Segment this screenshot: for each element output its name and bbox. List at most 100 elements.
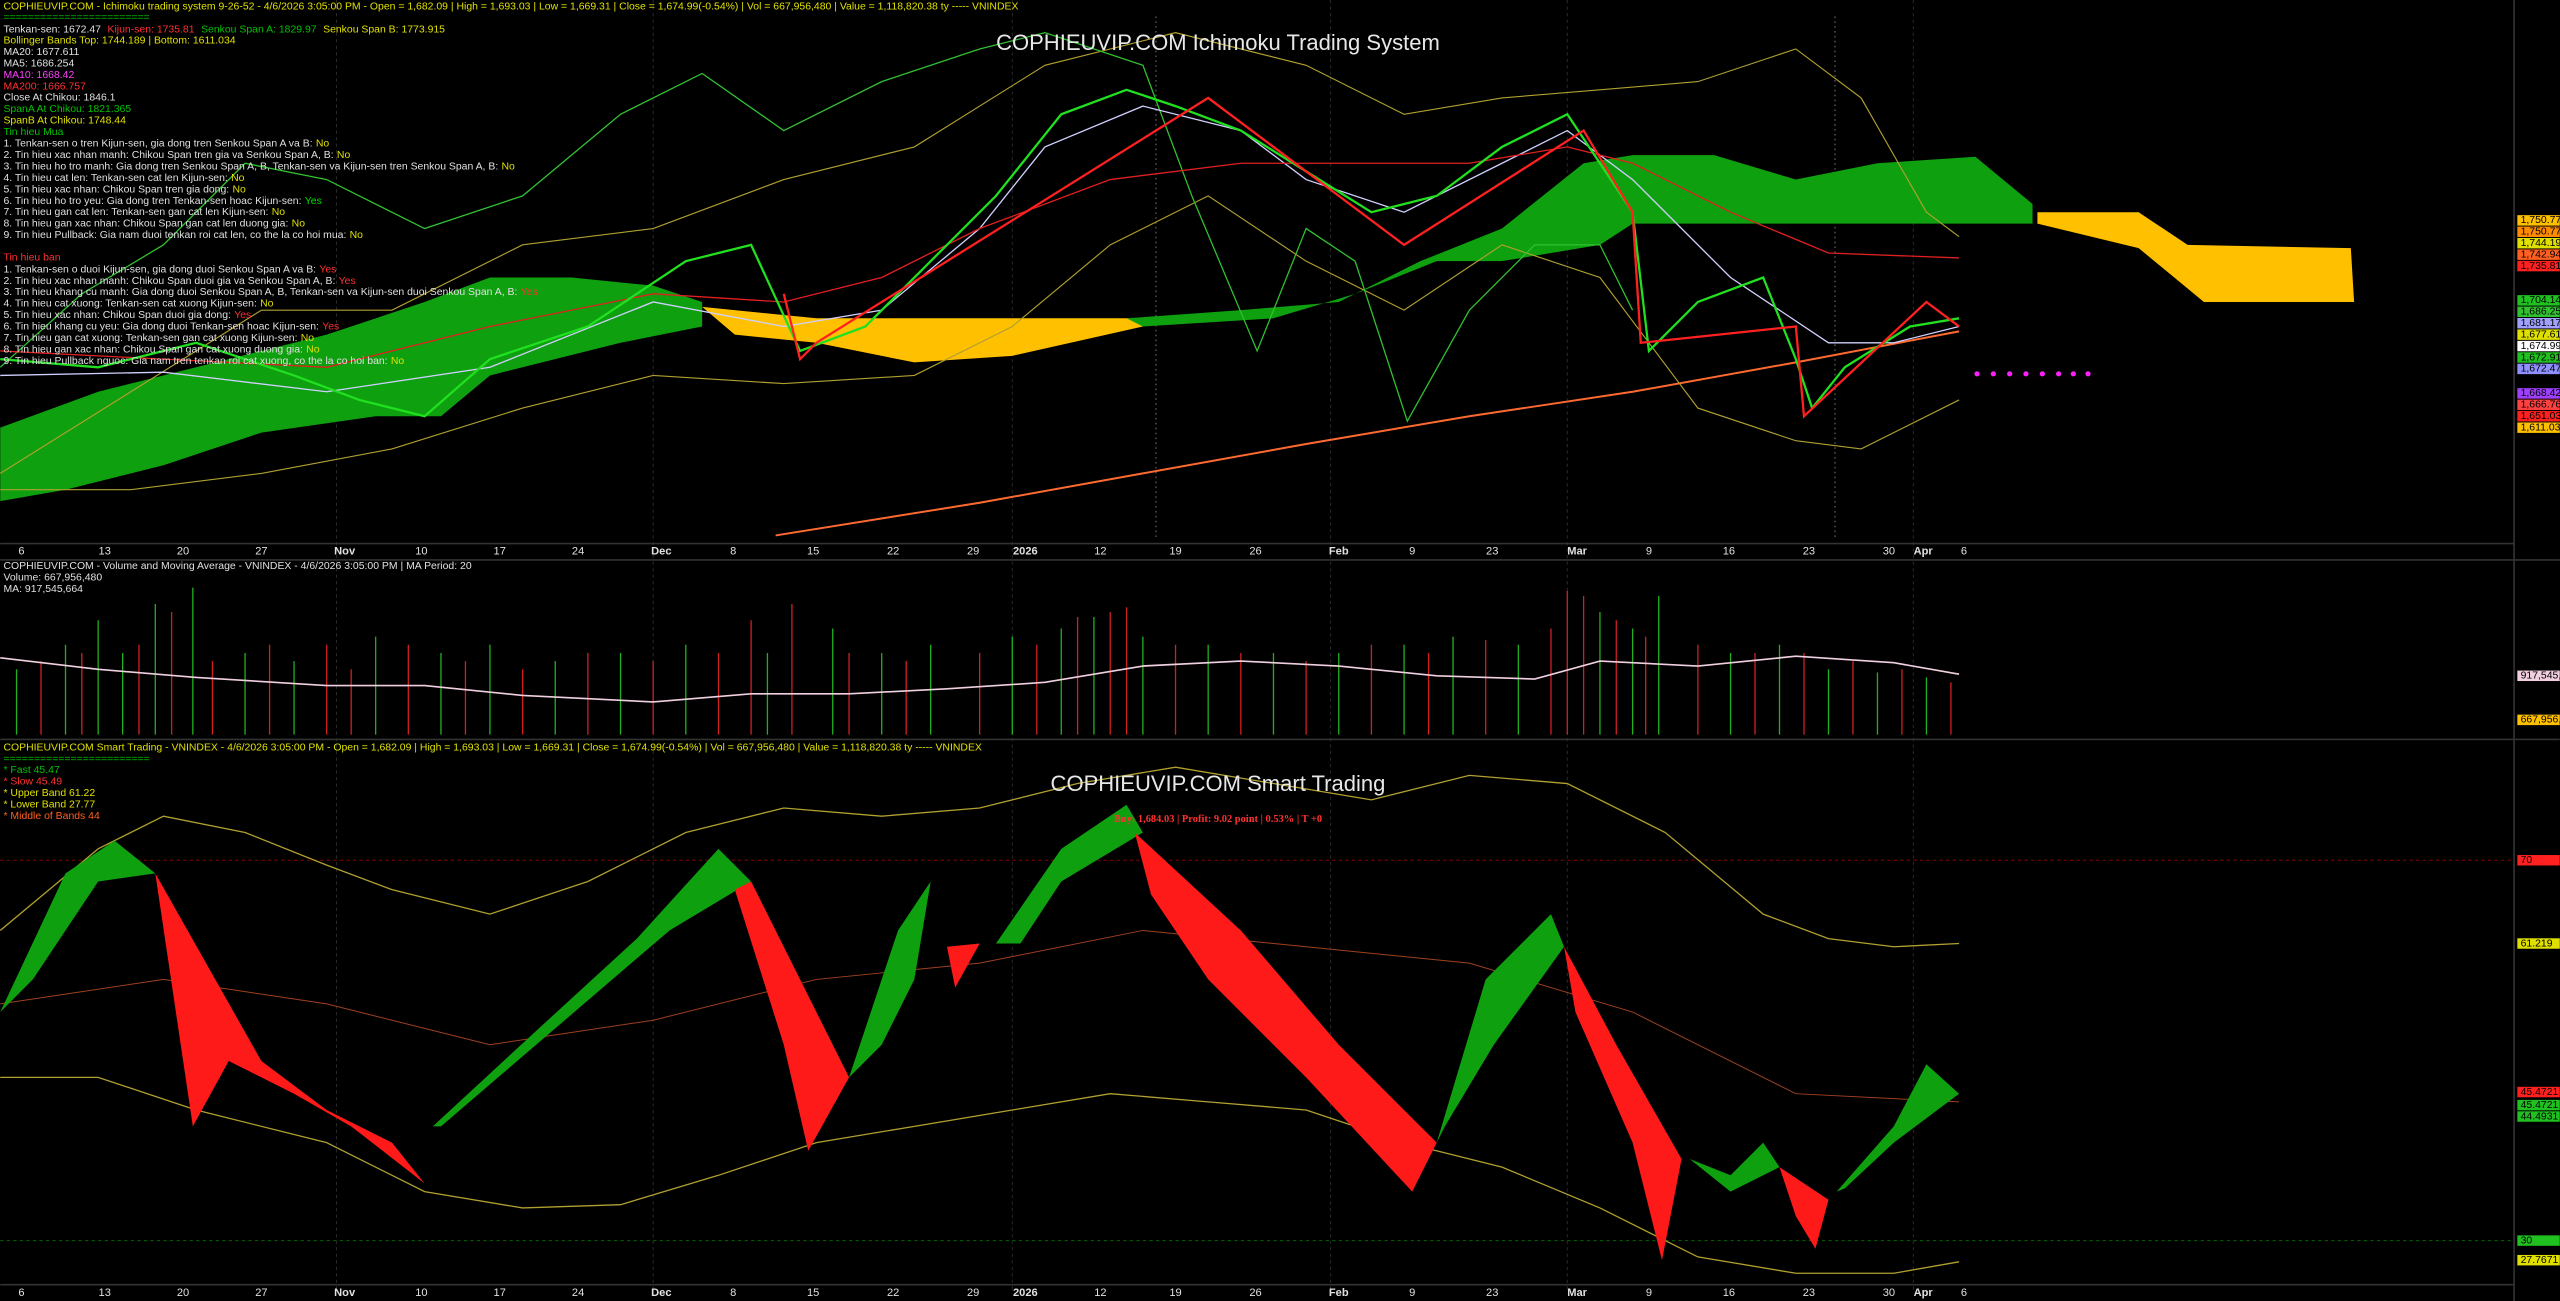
cloud-bearish (702, 306, 1143, 363)
fast-up (432, 848, 752, 1127)
price-tag (2517, 1254, 2560, 1266)
signal-line: 4. Tin hieu cat len: Tenkan-sen cat len … (3, 173, 244, 184)
signal-answer: No (316, 138, 330, 149)
signal-answer: No (337, 150, 351, 161)
date-label: 23 (1803, 546, 1815, 558)
date-label: 30 (1883, 1287, 1895, 1299)
date-label: 20 (177, 1287, 189, 1299)
date-label: Apr (1914, 546, 1934, 558)
price-label: 1,668.42 (2521, 388, 2560, 399)
date-label: 19 (1169, 546, 1181, 558)
date-label: 6 (18, 546, 24, 558)
fast-down (1779, 1167, 1829, 1249)
date-label: 30 (1883, 546, 1895, 558)
date-label: 17 (494, 1287, 506, 1299)
date-label: 16 (1723, 1287, 1735, 1299)
price-label: 45.4721 (2521, 1087, 2559, 1098)
ichimoku-chart: COPHIEUVIP.COM Ichimoku Trading System C… (0, 1, 2355, 537)
signal-answer: No (292, 218, 306, 229)
upper-band (0, 766, 1960, 948)
date-label: 16 (1723, 546, 1735, 558)
kijun-line (0, 146, 1960, 368)
volume-ma-line (0, 655, 1960, 703)
price-tag (2517, 295, 2560, 306)
signal-answer: No (272, 207, 286, 218)
divider: ======================== (3, 754, 149, 765)
date-label: 27 (255, 546, 267, 558)
signal-line: 8. Tin hieu gan xac nhan: Chikou Span ga… (3, 344, 319, 355)
date-label: Dec (651, 1287, 671, 1299)
price-label: 1,611.03 (2521, 422, 2560, 433)
fast-up (995, 804, 1143, 944)
date-label: 2026 (1013, 546, 1038, 558)
signal-line: 9. Tin hieu Pullback nguoc: Gia nam tren… (3, 356, 404, 367)
date-label: 24 (572, 546, 584, 558)
date-label: 6 (18, 1287, 24, 1299)
signal-text: 1. Tenkan-sen o tren Kijun-sen, gia dong… (3, 138, 312, 149)
date-label: 20 (177, 546, 189, 558)
indicator-line: SpanB At Chikou: 1748.44 (3, 116, 126, 127)
price-label: 1,742.94 (2521, 249, 2560, 260)
signal-line: 5. Tin hieu xac nhan: Chikou Span duoi g… (3, 310, 251, 321)
chart-title: COPHIEUVIP.COM Ichimoku Trading System (996, 30, 1440, 55)
price-label: 61.219 (2521, 938, 2553, 949)
signal-line: 3. Tin hieu khang cu manh: Gia dong duoi… (3, 287, 537, 298)
price-label: 917,545,6 (2521, 671, 2560, 682)
date-label: 29 (967, 546, 979, 558)
price-tag (2517, 422, 2560, 433)
signal-text: 6. Tin hieu ho tro yeu: Gia dong tren Te… (3, 196, 301, 207)
price-label: 667,956,4 (2521, 715, 2560, 726)
date-label: 10 (415, 546, 427, 558)
signal-line: 1. Tenkan-sen o tren Kijun-sen, gia dong… (3, 138, 329, 149)
price-label: 1,672.91 (2521, 352, 2560, 363)
volume-chart: COPHIEUVIP.COM - Volume and Moving Avera… (0, 561, 1960, 735)
price-label: 1,672.47 (2521, 364, 2560, 375)
signal-text: 8. Tin hieu gan xac nhan: Chikou Span ga… (3, 344, 302, 355)
signal-line: 1. Tenkan-sen o duoi Kijun-sen, gia dong… (3, 264, 336, 275)
fast-up (0, 840, 156, 1013)
price-label: 44.4931 (2521, 1111, 2559, 1122)
ma-label: MA: 917,545,664 (3, 584, 83, 595)
date-label: 26 (1249, 1287, 1261, 1299)
signal-answer: No (301, 333, 315, 344)
date-label: 9 (1646, 1287, 1652, 1299)
price-tag (2517, 938, 2560, 949)
cloud-bullish (1126, 155, 2033, 327)
date-label: 8 (730, 1287, 736, 1299)
signal-answer: Yes (234, 310, 251, 321)
fast-up (1836, 1064, 1960, 1192)
date-label: 24 (572, 1287, 584, 1299)
signal-text: 8. Tin hieu gan xac nhan: Chikou Span ga… (3, 218, 288, 229)
date-label: Apr (1914, 1287, 1934, 1299)
dynamic-text: Tenkan-sen: 1672.47 Kijun-sen: 1735.81 Sen… (3, 24, 2560, 1299)
ichimoku-value: Tenkan-sen: 1672.47 (3, 24, 101, 35)
signal-line: 6. Tin hieu ho tro yeu: Gia dong tren Te… (3, 196, 321, 207)
cloud-bearish (2037, 212, 2355, 302)
signal-text: 9. Tin hieu Pullback nguoc: Gia nam tren… (3, 356, 387, 367)
date-label: 22 (887, 546, 899, 558)
date-label: 17 (494, 546, 506, 558)
price-tag (2517, 855, 2560, 866)
fast-up (849, 881, 931, 1078)
price-tag (2517, 215, 2560, 226)
price-label: 1,735.81 (2521, 261, 2560, 272)
date-label: Dec (651, 546, 671, 558)
date-label: 22 (887, 1287, 899, 1299)
fast-up (1436, 914, 1565, 1143)
chart-title: COPHIEUVIP.COM Smart Trading (1051, 771, 1386, 796)
price-tag (2517, 306, 2560, 318)
signal-answer: No (391, 356, 405, 367)
signal-line: 7. Tin hieu gan cat xuong: Tenkan-sen ga… (3, 333, 314, 344)
price-tag (2517, 1086, 2560, 1098)
date-label: Feb (1329, 546, 1349, 558)
signal-answer: Yes (339, 276, 356, 287)
signal-answer: No (260, 298, 274, 309)
date-label: Nov (334, 1287, 356, 1299)
signal-line: 8. Tin hieu gan xac nhan: Chikou Span ga… (3, 218, 305, 229)
date-label: 9 (1646, 546, 1652, 558)
signal-line: 3. Tin hieu ho tro manh: Gia dong tren S… (3, 161, 515, 172)
signal-text: 4. Tin hieu cat len: Tenkan-sen cat len … (3, 173, 227, 184)
signal-title: Tin hieu Mua (3, 127, 63, 138)
ichimoku-value: Kijun-sen: 1735.81 (108, 24, 195, 35)
